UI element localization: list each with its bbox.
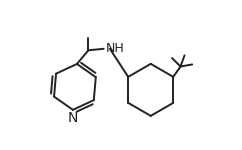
Text: NH: NH [106, 42, 125, 55]
Text: N: N [68, 111, 78, 125]
